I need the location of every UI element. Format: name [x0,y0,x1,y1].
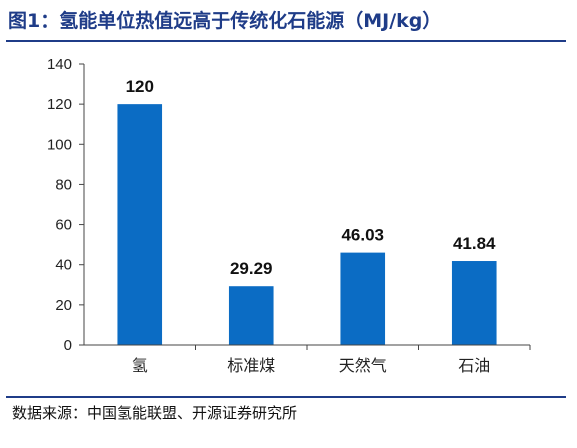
y-tick-label: 120 [47,96,72,113]
y-tick-label: 40 [55,257,72,274]
title-divider [6,40,566,42]
y-tick-label: 80 [55,176,72,193]
bar-value-label: 29.29 [230,259,273,278]
y-axis: 0 20 40 60 80 100 120 140 [47,56,85,354]
x-category-label: 标准煤 [227,356,275,375]
y-tick-label: 20 [55,297,72,314]
source-note: 数据来源：中国氢能联盟、开源证券研究所 [12,404,298,422]
bar-value-label: 46.03 [341,226,384,245]
x-category-label: 石油 [458,356,490,375]
y-tick-label: 60 [55,217,72,234]
bar-value-label: 120 [126,77,154,96]
x-category-label: 天然气 [339,356,387,375]
bar [340,252,386,345]
bar-value-label: 41.84 [453,234,496,253]
y-tick-label: 140 [47,56,72,73]
x-axis: 氢 标准煤 天然气 石油 [84,344,531,375]
bar [451,261,497,345]
source-divider [6,396,566,398]
x-category-label: 氢 [132,356,148,375]
bar [117,104,163,346]
y-tick-label: 100 [47,136,72,153]
y-tick-label: 0 [64,337,72,354]
bars: 120 29.29 46.03 41.84 [117,77,497,346]
chart-title: 图1：氢能单位热值远高于传统化石能源（MJ/kg） [8,10,442,32]
bar [228,286,274,345]
